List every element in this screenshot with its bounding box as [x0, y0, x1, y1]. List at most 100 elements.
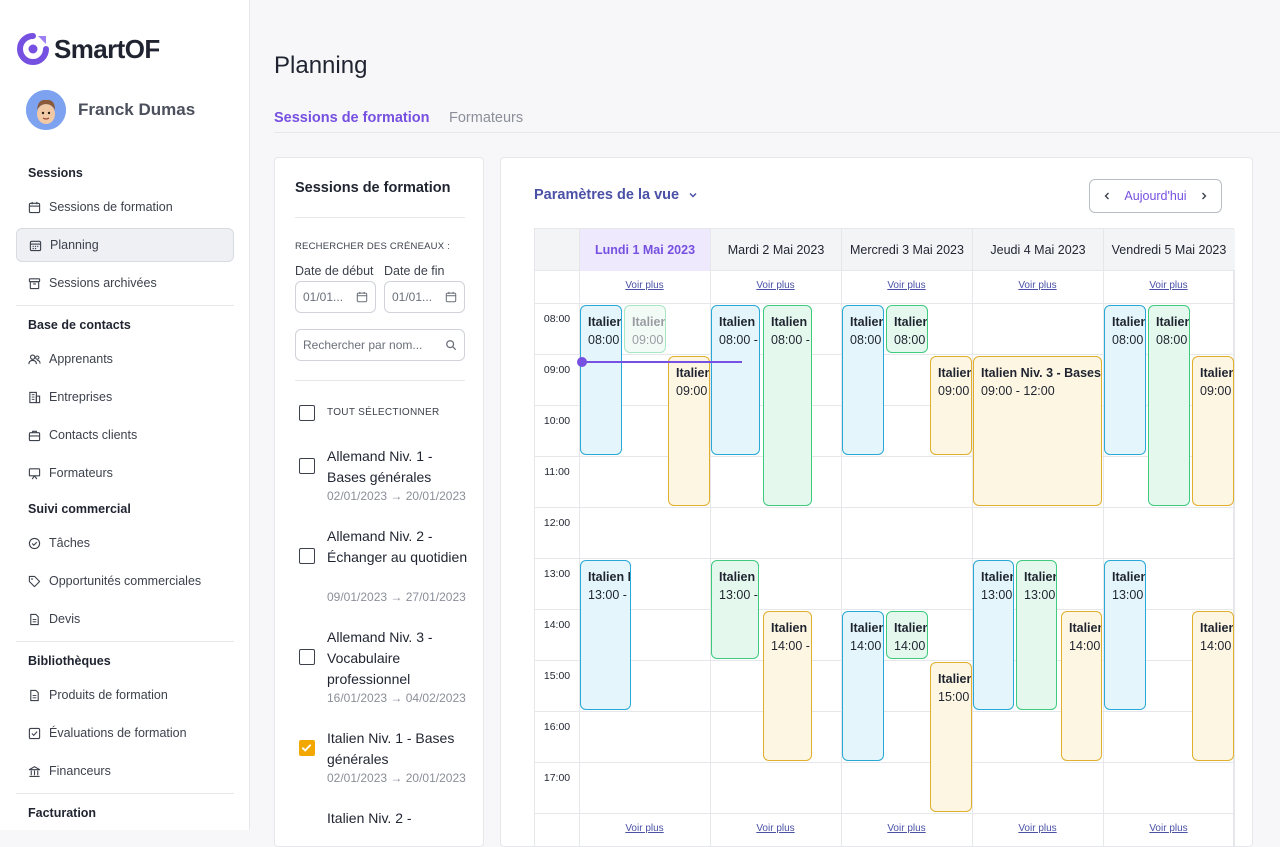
voir-plus-link[interactable]: Voir plus [625, 823, 664, 834]
chevron-right-icon[interactable] [1199, 191, 1209, 201]
calendar-event[interactable]: Italien Niv. 1 14:00 - 17:00 [842, 611, 884, 762]
day-header[interactable]: Mercredi 3 Mai 2023 [841, 229, 972, 271]
sidebar-item-sessions-archivees[interactable]: Sessions archivées [16, 266, 234, 300]
day-header[interactable]: Vendredi 5 Mai 2023 [1103, 229, 1234, 271]
calendar-event[interactable]: Italien Niv. 2 08:00 - 12:00 [1148, 305, 1190, 507]
event-time: 09:00 - 12:00 [1200, 384, 1233, 398]
session-filter-panel: Sessions de formation RECHERCHER DES CRÉ… [274, 157, 484, 847]
session-title[interactable]: Allemand Niv. 2 - Échanger au quotidien [327, 528, 468, 565]
calendar-event[interactable]: Italien Niv. 3 14:00 - 17:00 [1192, 611, 1234, 762]
user-profile[interactable]: Franck Dumas [26, 90, 195, 130]
session-checkbox[interactable] [299, 458, 315, 474]
view-settings-label: Paramètres de la vue [534, 187, 680, 203]
day-header[interactable]: Mardi 2 Mai 2023 [710, 229, 841, 271]
calendar-event[interactable]: Italien Niv. 1 13:00 - 16:00 [973, 560, 1014, 711]
sidebar-item-planning[interactable]: Planning [16, 228, 234, 262]
calendar-event[interactable]: Italien Niv. 3 09:00 - 11:00 [930, 356, 972, 456]
nav-divider [16, 793, 234, 794]
voir-plus-link[interactable]: Voir plus [1018, 280, 1057, 291]
event-title: Italien Niv. 3 [938, 672, 972, 686]
event-title: Italien Niv. 1 - Bases générales [588, 315, 622, 329]
sidebar-item-contacts-clients[interactable]: Contacts clients [16, 418, 234, 452]
sidebar-item-sessions-de-formation[interactable]: Sessions de formation [16, 190, 234, 224]
calendar-event[interactable]: Italien Niv. 2 13:00 - 15:00 [711, 560, 759, 660]
sidebar-item-entreprises[interactable]: Entreprises [16, 380, 234, 414]
hour-label: 08:00 [543, 313, 571, 325]
day-header[interactable]: Jeudi 4 Mai 2023 [972, 229, 1103, 271]
calendar-event[interactable]: Italien Niv. 3 14:00 - 17:00 [1061, 611, 1102, 762]
session-title[interactable]: Italien Niv. 2 - [327, 810, 412, 826]
voir-plus-link[interactable]: Voir plus [1149, 823, 1188, 834]
nav-divider [16, 305, 234, 306]
calendar-event[interactable]: Italien Niv. 3 15:00 - 18:00 [930, 662, 972, 813]
event-title: Italien Niv. 1 [850, 315, 884, 329]
tab-formateurs[interactable]: Formateurs [449, 110, 524, 126]
sidebar-item-formateurs[interactable]: Formateurs [16, 456, 234, 490]
calendar-event[interactable]: Italien Niv. 2 13:00 - 16:00 [1016, 560, 1057, 711]
select-all-checkbox[interactable] [299, 405, 315, 421]
session-title[interactable]: Allemand Niv. 3 - Vocabulaire profession… [327, 629, 433, 687]
calendar-event[interactable]: Italien Niv. 1 08:00 - 11:00 [1104, 305, 1146, 456]
day-header-today[interactable]: Lundi 1 Mai 2023 [579, 229, 710, 271]
sidebar-item-label: Produits de formation [49, 688, 168, 702]
calendar-event[interactable]: Italien Niv. 3 09:00 - 12:00 [1192, 356, 1234, 507]
week-calendar-grid: Lundi 1 Mai 2023 Mardi 2 Mai 2023 Mercre… [534, 228, 1235, 846]
session-checkbox-checked[interactable] [299, 740, 315, 756]
sidebar-item-taches[interactable]: Tâches [16, 526, 234, 560]
voir-plus-link[interactable]: Voir plus [887, 823, 926, 834]
calendar-event[interactable]: Italien Niv. 2 08:00 - 09:00 [886, 305, 928, 354]
voir-plus-link[interactable]: Voir plus [756, 823, 795, 834]
session-title[interactable]: Allemand Niv. 1 - Bases générales [327, 448, 433, 485]
calendar-event[interactable]: Italien Niv. 3 14:00 - 17:00 [763, 611, 812, 762]
calendar-event[interactable]: Italien Niv. 3 - Bases 09:00 - 12:00 [973, 356, 1102, 507]
event-time: 08:00 - 11:00 [850, 333, 883, 347]
day-column-line [710, 271, 711, 846]
calendar-event[interactable]: Italien Niv. 1 - Bases générales 08:00 - … [580, 305, 622, 456]
event-title: Italien Niv. 3 [938, 366, 972, 380]
hour-grid-line [535, 456, 1235, 457]
sidebar-item-produits-de-formation[interactable]: Produits de formation [16, 678, 234, 712]
voir-plus-link[interactable]: Voir plus [625, 280, 664, 291]
sidebar-item-apprenants[interactable]: Apprenants [16, 342, 234, 376]
calendar-event[interactable]: Italien Niv. 1 13:00 - 16:00 [1104, 560, 1146, 711]
start-date-input[interactable]: 01/01... [295, 281, 376, 313]
session-checkbox[interactable] [299, 548, 315, 564]
calendar-event[interactable]: Italien Niv. 1 13:00 - 16:00 [580, 560, 631, 711]
calendar-event[interactable]: Italien Niv. 3 09:00 [668, 356, 710, 507]
chevron-left-icon[interactable] [1102, 191, 1112, 201]
sidebar-item-evaluations-de-formation[interactable]: Évaluations de formation [16, 716, 234, 750]
end-date-input[interactable]: 01/01... [384, 281, 465, 313]
slot-search-caption: RECHERCHER DES CRÉNEAUX : [295, 241, 450, 252]
today-button[interactable]: Aujourd'hui [1124, 189, 1187, 203]
sidebar-item-label: Planning [50, 238, 99, 252]
calendar-event[interactable]: Italien Niv. 1 08:00 - 11:00 [711, 305, 760, 456]
calendar-icon [28, 201, 41, 213]
sidebar-item-label: Tâches [49, 536, 90, 550]
hour-grid-line [535, 609, 1235, 610]
calendar-event[interactable]: Italien Niv. 2 14:00 - 15:00 [886, 611, 928, 660]
search-icon [446, 340, 457, 351]
calendar-event[interactable]: Italien Niv. 2 08:00 - 12:00 [763, 305, 812, 507]
voir-plus-link[interactable]: Voir plus [1018, 823, 1057, 834]
session-title[interactable]: Italien Niv. 1 - Bases générales [327, 730, 455, 767]
voir-plus-link[interactable]: Voir plus [756, 280, 795, 291]
app-logo[interactable]: SmartOF [16, 32, 160, 66]
view-settings-dropdown[interactable]: Paramètres de la vue [534, 187, 698, 203]
start-date-placeholder: 01/01... [303, 290, 344, 304]
sidebar-item-financeurs[interactable]: Financeurs [16, 754, 234, 788]
start-date-label: Date de début [295, 264, 374, 278]
avatar [26, 90, 66, 130]
session-search-input[interactable]: Rechercher par nom... [295, 329, 465, 361]
tab-sessions-de-formation[interactable]: Sessions de formation [274, 110, 430, 126]
check-icon [301, 744, 312, 752]
calendar-event[interactable]: Italien Niv. 2 09:00 [624, 305, 666, 354]
voir-plus-link[interactable]: Voir plus [887, 280, 926, 291]
voir-plus-link[interactable]: Voir plus [1149, 280, 1188, 291]
calendar-event[interactable]: Italien Niv. 1 08:00 - 11:00 [842, 305, 884, 456]
sidebar-item-devis[interactable]: Devis [16, 602, 234, 636]
session-checkbox[interactable] [299, 649, 315, 665]
sidebar-item-label: Sessions archivées [49, 276, 157, 290]
day-column-line [841, 271, 842, 846]
event-title: Italien Niv. 1 [1112, 315, 1146, 329]
sidebar-item-opportunites-commerciales[interactable]: Opportunités commerciales [16, 564, 234, 598]
